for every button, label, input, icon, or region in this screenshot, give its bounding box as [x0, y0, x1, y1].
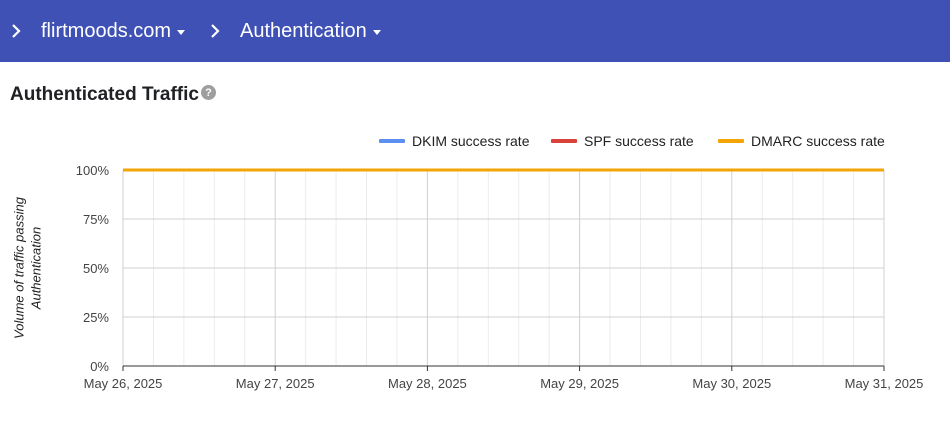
top-app-bar: flirtmoods.com Authentication [0, 0, 950, 62]
page-title-text: Authenticated Traffic [10, 84, 199, 105]
x-tick-label: May 29, 2025 [540, 376, 619, 391]
x-tick-label: May 30, 2025 [692, 376, 771, 391]
caret-down-icon [372, 29, 381, 35]
legend-swatch-spf [551, 139, 577, 143]
legend-item-dmarc[interactable]: DMARC success rate [718, 133, 885, 149]
y-tick-label: 25% [83, 310, 109, 325]
x-tick-label: May 27, 2025 [236, 376, 315, 391]
y-tick-label: 50% [83, 261, 109, 276]
y-tick-label: 0% [90, 359, 109, 374]
x-tick-label: May 31, 2025 [845, 376, 924, 391]
help-icon[interactable]: ? [200, 85, 216, 100]
caret-down-icon [177, 29, 186, 35]
breadcrumb-section-dropdown[interactable]: Authentication [240, 17, 381, 45]
legend-swatch-dmarc [718, 139, 744, 143]
y-tick-label: 100% [76, 163, 110, 178]
legend-label-dkim: DKIM success rate [412, 133, 530, 149]
y-axis-title: Authentication [29, 227, 44, 310]
chevron-right-icon [7, 19, 25, 43]
legend-swatch-dkim [379, 139, 405, 143]
y-tick-label: 75% [83, 212, 109, 227]
x-tick-label: May 28, 2025 [388, 376, 467, 391]
breadcrumb-domain-label: flirtmoods.com [41, 19, 172, 42]
legend-item-spf[interactable]: SPF success rate [551, 133, 694, 149]
x-tick-label: May 26, 2025 [84, 376, 163, 391]
page-title: Authenticated Traffic ? [10, 84, 216, 106]
legend-label-dmarc: DMARC success rate [751, 133, 885, 149]
legend-item-dkim[interactable]: DKIM success rate [379, 133, 529, 149]
breadcrumb-domain-dropdown[interactable]: flirtmoods.com [41, 17, 186, 45]
breadcrumb-section-label: Authentication [240, 19, 367, 42]
legend-label-spf: SPF success rate [584, 133, 694, 149]
chevron-right-icon [206, 19, 224, 43]
y-axis-title: Volume of traffic passing [12, 196, 27, 339]
